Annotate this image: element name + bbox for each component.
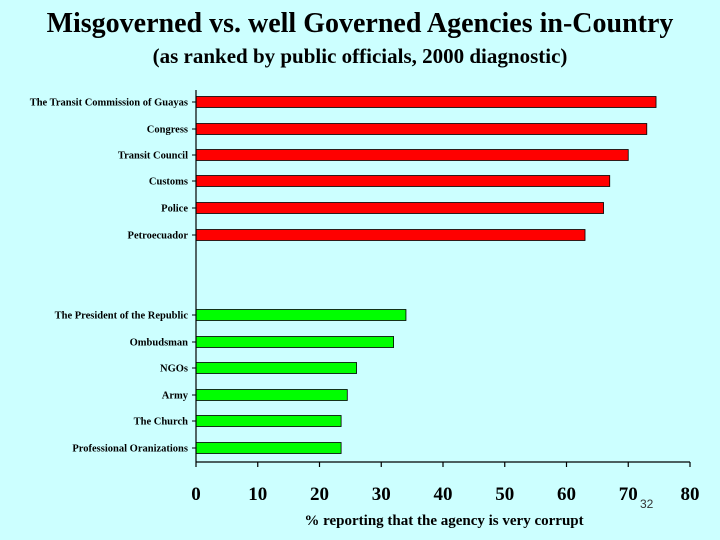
category-label-ngos: NGOs [160, 364, 188, 375]
x-tick-label-40: 40 [434, 484, 453, 505]
bar-customs [195, 175, 611, 187]
slide-title: Misgoverned vs. well Governed Agencies i… [46, 8, 674, 39]
bar-transit-council [195, 149, 629, 161]
axes-layer [192, 90, 691, 467]
bars-layer [195, 96, 657, 454]
category-label-army: Army [162, 391, 189, 402]
bar-congress [195, 123, 648, 135]
x-tick-label-30: 30 [372, 484, 391, 505]
x-tick-label-10: 10 [248, 484, 267, 505]
bar-professional-oranizations [195, 442, 342, 454]
category-label-the-president-of-the-republic: The President of the Republic [55, 311, 189, 322]
x-tick-label-60: 60 [557, 484, 576, 505]
bar-the-church [195, 415, 342, 427]
category-label-customs: Customs [149, 177, 188, 188]
category-label-police: Police [161, 204, 188, 215]
slide-page-number: 32 [640, 497, 654, 511]
bar-ombudsman [195, 336, 395, 348]
category-label-petroecuador: Petroecuador [128, 231, 189, 242]
bar-ngos [195, 362, 357, 374]
bar-army [195, 389, 348, 401]
category-label-ombudsman: Ombudsman [130, 338, 189, 349]
bar-police [195, 202, 604, 214]
x-axis-title: % reporting that the agency is very corr… [304, 513, 583, 529]
slide-subtitle: (as ranked by public officials, 2000 dia… [152, 44, 568, 68]
category-label-congress: Congress [147, 125, 188, 136]
x-tick-label-70: 70 [619, 484, 638, 505]
x-tick-label-0: 0 [191, 484, 201, 505]
x-tick-label-50: 50 [495, 484, 514, 505]
bar-petroecuador [195, 229, 586, 241]
category-labels: The Transit Commission of Guayas Congress… [30, 98, 189, 455]
category-label-the-transit-commission-of-guayas: The Transit Commission of Guayas [30, 98, 188, 109]
category-label-professional-oranizations: Professional Oranizations [72, 444, 188, 455]
category-label-transit-council: Transit Council [118, 151, 188, 162]
bar-the-transit-commission-of-guayas [195, 96, 657, 108]
x-tick-label-20: 20 [310, 484, 329, 505]
x-tick-label-80: 80 [681, 484, 700, 505]
tick-labels: 0 10 20 30 40 50 60 70 80 [191, 484, 699, 505]
bar-the-president-of-the-republic [195, 309, 407, 321]
category-label-the-church: The Church [134, 417, 189, 428]
